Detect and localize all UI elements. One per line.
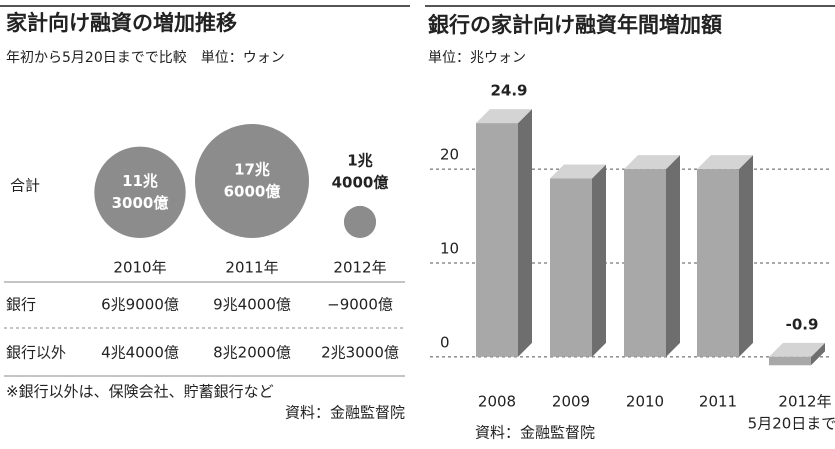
table-cell: 8兆2000億 [213, 344, 291, 362]
source: 資料：金融監督院 [475, 424, 595, 442]
column-header: 2012年 [333, 259, 386, 277]
bubble [194, 123, 310, 238]
table-cell: −9000億 [327, 296, 393, 314]
row-label: 銀行以外 [6, 344, 66, 362]
left-subtitle: 年初から5月20日までで比較 単位：ウォン [6, 49, 285, 66]
bubble-label: 6000億 [224, 182, 281, 200]
row-label: 銀行 [6, 296, 36, 314]
value-label: -0.9 [786, 315, 819, 333]
bubble [343, 205, 377, 238]
row-label: 合計 [10, 177, 40, 195]
y-tick-label: 10 [440, 239, 459, 257]
table-cell: 9兆4000億 [213, 296, 291, 314]
bubble-label: 1兆 [347, 151, 372, 169]
x-tick-label: 2010 [626, 393, 664, 411]
bar [624, 169, 666, 357]
bar [769, 356, 811, 366]
note: ※銀行以外は、保険会社、貯蓄銀行など [6, 383, 274, 401]
bar-top [769, 342, 825, 357]
y-tick-label: 0 [440, 333, 450, 351]
bar-side [811, 342, 825, 366]
y-tick-label: 20 [440, 146, 459, 164]
bar-side [592, 164, 606, 357]
bar-side [739, 155, 753, 357]
column-header: 2010年 [113, 259, 166, 277]
bar-side [518, 109, 532, 357]
table-cell: 6兆9000億 [101, 296, 179, 314]
bar-top [476, 109, 532, 124]
x-tick-label: 2011 [699, 393, 737, 411]
bar [697, 169, 739, 357]
bubble [94, 146, 186, 238]
x-tick-label: 2012年 [778, 393, 831, 411]
left-title: 家計向け融資の増加推移 [6, 11, 237, 35]
column-header: 2011年 [225, 259, 278, 277]
bubble-label: 4000億 [332, 173, 389, 191]
bar-side [666, 155, 680, 357]
x-tick-label: 2009 [552, 393, 590, 411]
bar-top [624, 155, 680, 170]
bubble-label: 3000億 [112, 194, 169, 212]
bar-top [550, 164, 606, 179]
right-subtitle: 単位：兆ウォン [428, 50, 526, 66]
x-tick-label: 5月20日まで [748, 415, 835, 433]
bar [550, 178, 592, 357]
bubble-label: 17兆 [234, 160, 270, 178]
value-label: 24.9 [490, 82, 527, 100]
bar-top [697, 155, 753, 170]
bubble-label: 11兆 [122, 172, 158, 190]
right-title: 銀行の家計向け融資年間増加額 [428, 13, 722, 37]
table-cell: 4兆4000億 [101, 344, 179, 362]
table-cell: 2兆3000億 [321, 344, 399, 362]
source: 資料：金融監督院 [285, 404, 405, 422]
bar [476, 123, 518, 357]
x-tick-label: 2008 [478, 393, 516, 411]
